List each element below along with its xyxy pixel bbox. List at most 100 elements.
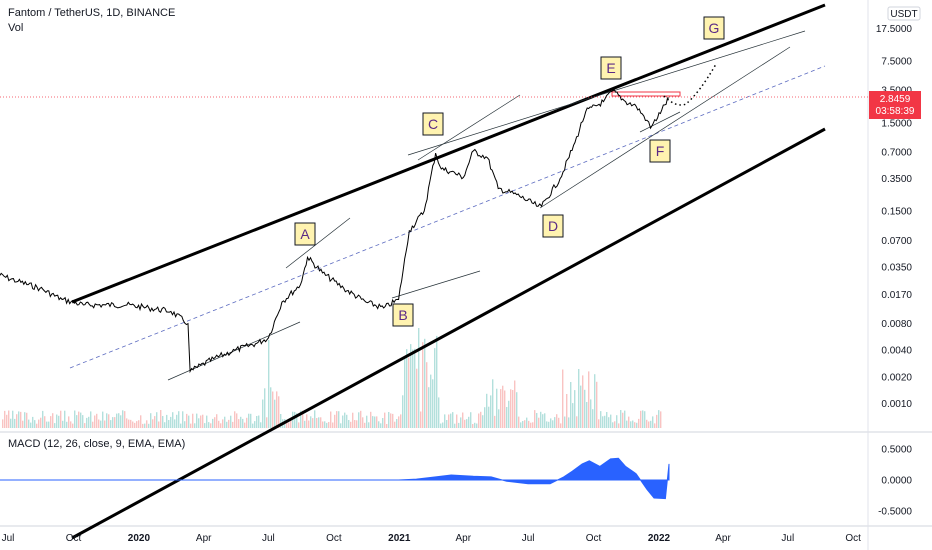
volume-bar [410, 344, 412, 428]
volume-bar [638, 418, 640, 428]
wave-label-c[interactable]: C [422, 112, 444, 136]
volume-bar [296, 413, 298, 428]
volume-bar [148, 423, 150, 428]
volume-bar [478, 413, 480, 428]
volume-bar [306, 414, 308, 428]
volume-bar [514, 380, 516, 428]
trendline-f[interactable] [639, 111, 681, 133]
volume-bar [628, 416, 630, 428]
trendline-a[interactable] [285, 217, 351, 269]
wave-label-g[interactable]: G [703, 16, 725, 40]
volume-bar [178, 411, 180, 428]
volume-bar [550, 418, 552, 428]
volume-bar [604, 415, 606, 428]
volume-bar [162, 416, 164, 428]
volume-bar [54, 423, 56, 428]
volume-bar [158, 421, 160, 428]
channel-mid-line[interactable] [69, 65, 826, 369]
volume-bar [612, 422, 614, 428]
volume-bar [28, 419, 30, 428]
volume-bar [524, 420, 526, 428]
macd-series [0, 457, 670, 500]
volume-bar [566, 394, 568, 428]
channel-lower-line[interactable] [71, 127, 826, 540]
wave-label-b[interactable]: B [392, 303, 414, 327]
volume-bar [68, 416, 70, 428]
volume-bar [48, 421, 50, 428]
volume-bar [46, 421, 48, 428]
volume-bar [460, 417, 462, 428]
volume-bar [322, 421, 324, 428]
wave-label-d[interactable]: D [542, 214, 564, 238]
volume-bar [368, 422, 370, 428]
volume-bar [652, 416, 654, 428]
time-axis[interactable]: Jul Oct 2020 Apr Jul Oct 2021 Apr Jul Oct 2022 Apr J… [2, 533, 862, 544]
volume-bar [298, 422, 300, 428]
volume-bar [376, 416, 378, 428]
volume-bar [476, 423, 478, 428]
trendline-d[interactable] [539, 46, 791, 209]
volume-bar [50, 416, 52, 428]
volume-bar [268, 340, 270, 428]
volume-bar [60, 410, 62, 428]
volume-bar [290, 419, 292, 428]
volume-bar [614, 421, 616, 428]
volume-bar [508, 400, 510, 428]
volume-bar [596, 381, 598, 428]
trendline-e[interactable] [407, 30, 806, 156]
volume-bar [528, 420, 530, 428]
last-price-value: 2.8459 [880, 94, 911, 105]
volume-bar [434, 348, 436, 428]
volume-bar [428, 387, 430, 428]
macd-axis[interactable]: 0.5000 0.0000 -0.5000 [878, 445, 912, 518]
volume-bar [236, 413, 238, 428]
price-tick-label: 0.0040 [881, 346, 912, 357]
wave-labels: A B C D E F G [294, 16, 725, 327]
volume-bar [86, 417, 88, 428]
volume-bar [26, 412, 28, 428]
volume-bar [346, 414, 348, 428]
wave-label-f[interactable]: F [649, 139, 671, 163]
volume-bar [484, 407, 486, 428]
volume-bar [220, 423, 222, 428]
volume-bar [102, 411, 104, 428]
volume-bar [598, 419, 600, 428]
wave-label-text: G [709, 20, 720, 36]
volume-bar [584, 389, 586, 428]
volume-bar [472, 424, 474, 428]
wave-label-a[interactable]: A [294, 222, 316, 246]
volume-bar [266, 417, 268, 428]
trendline-c[interactable] [417, 94, 521, 161]
volume-bar [138, 420, 140, 428]
volume-bar [406, 349, 408, 428]
volume-bar [144, 423, 146, 428]
channel-upper-line[interactable] [71, 3, 826, 304]
volume-bar [114, 417, 116, 428]
volume-bar [6, 414, 8, 428]
volume-bar [152, 419, 154, 428]
volume-bar [488, 406, 490, 428]
volume-bar [136, 421, 138, 428]
currency-badge[interactable] [887, 6, 921, 21]
volume-bar [240, 416, 242, 428]
volume-bar [544, 413, 546, 428]
volume-bar [212, 418, 214, 428]
volume-bar [500, 389, 502, 428]
volume-bar [480, 411, 482, 428]
volume-bar [70, 421, 72, 428]
volume-bar [106, 413, 108, 428]
volume-bar [570, 382, 572, 428]
wave-label-e[interactable]: E [600, 56, 622, 80]
volume-bar [362, 417, 364, 428]
volume-bar [286, 421, 288, 428]
volume-bar [490, 395, 492, 428]
volume-bar [580, 385, 582, 428]
volume-bar [222, 419, 224, 428]
volume-bar [214, 417, 216, 428]
volume-bar [386, 424, 388, 428]
volume-bar [150, 413, 152, 428]
resistance-box[interactable] [611, 91, 681, 97]
volume-bar [232, 421, 234, 428]
volume-bar [64, 410, 66, 428]
trendline-b2[interactable] [391, 270, 481, 299]
